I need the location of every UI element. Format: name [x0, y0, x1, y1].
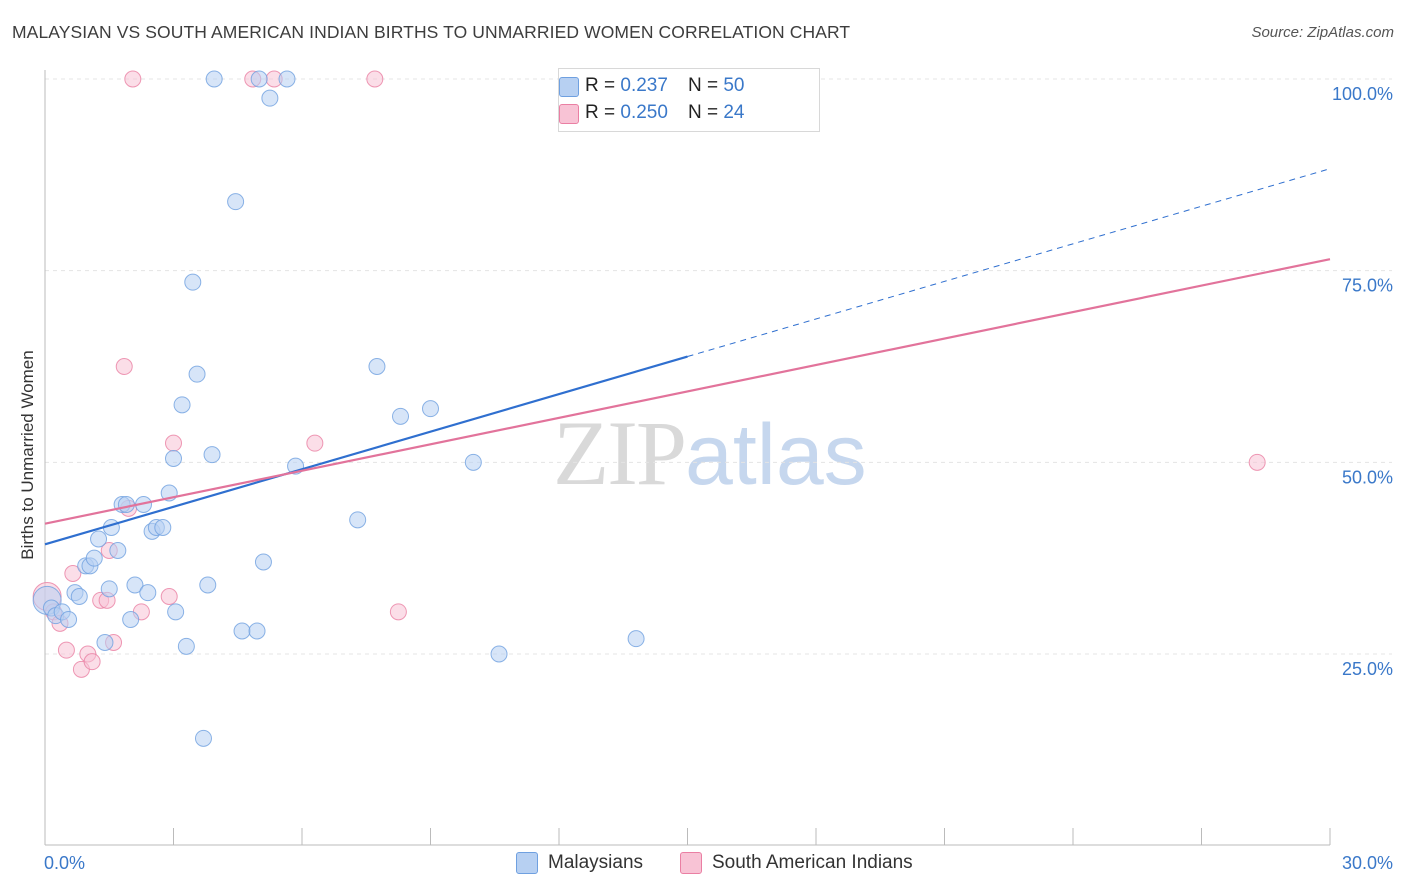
legend-swatch-south-american-indians: [559, 104, 579, 124]
y-tick-label: 75.0%: [1342, 276, 1393, 296]
legend-r-label: R =: [585, 75, 616, 96]
malaysian-point: [627, 630, 645, 648]
south-american-indian-point: [83, 653, 101, 671]
malaysian-point: [248, 622, 266, 640]
y-tick-label: 50.0%: [1342, 467, 1393, 487]
malaysian-point: [203, 446, 221, 464]
malaysian-point: [90, 530, 108, 548]
series-legend: Malaysians South American Indians: [0, 852, 1406, 878]
chart-title: MALAYSIAN VS SOUTH AMERICAN INDIAN BIRTH…: [12, 22, 851, 42]
source-credit: Source: ZipAtlas.com: [1251, 24, 1394, 41]
malaysian-point: [60, 611, 78, 628]
malaysian-point: [177, 637, 195, 655]
legend-label-south-american-indians: South American Indians: [712, 852, 913, 873]
malaysian-point: [122, 611, 140, 628]
legend-swatch-south-american-indians: [680, 852, 702, 874]
malaysian-point: [254, 553, 272, 571]
correlation-legend: R = 0.237 N = 50 R = 0.250 N = 24: [558, 68, 820, 132]
malaysian-point: [199, 576, 217, 594]
legend-label-malaysians: Malaysians: [548, 852, 644, 873]
legend-n-value: 24: [723, 102, 745, 123]
malaysian-point: [109, 542, 127, 559]
south-american-indians-trend-line: [44, 258, 1331, 525]
malaysian-point: [154, 519, 172, 536]
south-american-indian-point: [57, 641, 75, 659]
legend-n-label: N =: [687, 75, 719, 96]
malaysian-point: [167, 603, 185, 621]
x-tick-label: 0.0%: [44, 853, 85, 873]
y-tick-label: 100.0%: [1332, 84, 1393, 104]
malaysian-point: [464, 453, 482, 471]
malaysian-point: [165, 450, 182, 467]
legend-swatch-malaysians: [559, 77, 579, 97]
malaysian-point: [205, 70, 223, 88]
south-american-indian-point: [306, 434, 324, 452]
south-american-indian-point: [389, 603, 407, 621]
malaysian-point: [96, 634, 114, 651]
south-american-indian-point: [64, 565, 82, 582]
south-american-indian-point: [160, 588, 178, 605]
malaysian-point: [173, 396, 191, 414]
south-american-indian-point: [115, 358, 133, 375]
malaysian-point: [126, 576, 144, 594]
malaysian-point: [392, 407, 410, 425]
legend-r-value: 0.237: [620, 75, 668, 96]
malaysian-point: [117, 496, 135, 513]
malaysian-point: [184, 273, 202, 291]
y-tick-label: 25.0%: [1342, 659, 1393, 679]
x-tick-label: 30.0%: [1342, 853, 1393, 873]
legend-n-label: N =: [687, 102, 719, 123]
malaysian-point: [188, 365, 206, 383]
malaysian-point: [100, 580, 118, 598]
malaysian-point: [85, 549, 103, 567]
legend-r-label: R =: [585, 102, 616, 123]
malaysian-point: [250, 70, 268, 88]
malaysian-point: [70, 588, 88, 605]
south-american-indian-point: [1248, 453, 1266, 471]
south-american-indian-point: [165, 434, 182, 452]
legend-n-value: 50: [723, 75, 745, 96]
malaysian-point: [278, 70, 296, 88]
legend-swatch-malaysians: [516, 852, 538, 874]
malaysians-trend-line: [44, 355, 688, 546]
malaysian-point: [194, 729, 212, 747]
malaysian-point: [233, 622, 251, 640]
malaysian-point: [422, 400, 439, 418]
malaysians-trend-extension: [687, 168, 1331, 358]
malaysian-point: [349, 511, 367, 529]
malaysian-point: [368, 358, 386, 375]
malaysian-point: [139, 584, 157, 602]
south-american-indian-point: [124, 70, 142, 88]
legend-r-value: 0.250: [620, 102, 668, 123]
legend-row-south-american-indians: R = 0.250 N = 24: [559, 100, 745, 126]
malaysian-point: [261, 89, 279, 107]
legend-row-malaysians: R = 0.237 N = 50: [559, 73, 745, 99]
south-american-indian-point: [366, 70, 384, 88]
malaysian-point: [490, 645, 508, 663]
legend-item-malaysians[interactable]: Malaysians: [516, 852, 643, 874]
legend-item-south-american-indians[interactable]: South American Indians: [680, 852, 913, 874]
malaysian-point: [227, 193, 245, 211]
